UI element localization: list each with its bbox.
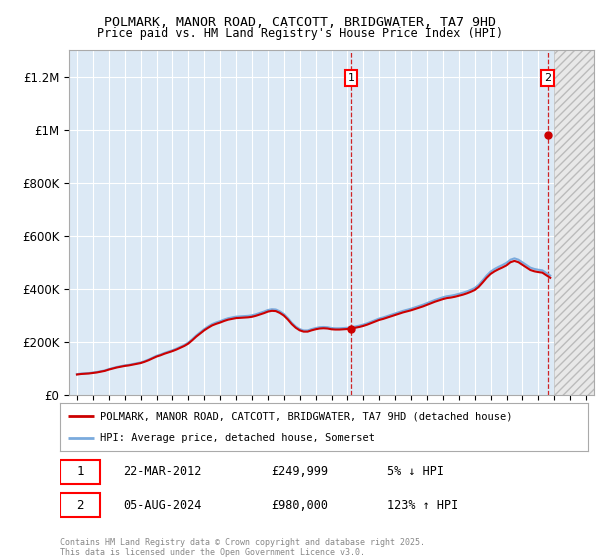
- Text: 22-MAR-2012: 22-MAR-2012: [124, 465, 202, 478]
- Text: 2: 2: [76, 499, 84, 512]
- FancyBboxPatch shape: [60, 460, 100, 484]
- Text: 05-AUG-2024: 05-AUG-2024: [124, 499, 202, 512]
- Text: £980,000: £980,000: [271, 499, 328, 512]
- FancyBboxPatch shape: [60, 493, 100, 517]
- Text: £249,999: £249,999: [271, 465, 328, 478]
- Text: 1: 1: [347, 73, 355, 83]
- Text: 2: 2: [544, 73, 551, 83]
- Text: 1: 1: [76, 465, 84, 478]
- Bar: [554, 50, 594, 395]
- Text: HPI: Average price, detached house, Somerset: HPI: Average price, detached house, Some…: [100, 433, 374, 443]
- Text: Contains HM Land Registry data © Crown copyright and database right 2025.
This d: Contains HM Land Registry data © Crown c…: [60, 538, 425, 557]
- Text: POLMARK, MANOR ROAD, CATCOTT, BRIDGWATER, TA7 9HD (detached house): POLMARK, MANOR ROAD, CATCOTT, BRIDGWATER…: [100, 411, 512, 421]
- Text: 5% ↓ HPI: 5% ↓ HPI: [388, 465, 445, 478]
- Text: POLMARK, MANOR ROAD, CATCOTT, BRIDGWATER, TA7 9HD: POLMARK, MANOR ROAD, CATCOTT, BRIDGWATER…: [104, 16, 496, 29]
- Text: Price paid vs. HM Land Registry's House Price Index (HPI): Price paid vs. HM Land Registry's House …: [97, 27, 503, 40]
- Text: 123% ↑ HPI: 123% ↑ HPI: [388, 499, 458, 512]
